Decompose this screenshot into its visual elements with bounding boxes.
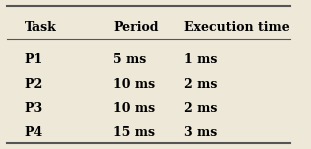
Text: 15 ms: 15 ms — [113, 126, 155, 139]
Text: P1: P1 — [25, 53, 43, 66]
Text: 3 ms: 3 ms — [184, 126, 217, 139]
Text: 10 ms: 10 ms — [113, 102, 155, 115]
Text: Execution time: Execution time — [184, 21, 290, 34]
Text: 2 ms: 2 ms — [184, 102, 217, 115]
Text: P2: P2 — [25, 77, 43, 90]
Text: 10 ms: 10 ms — [113, 77, 155, 90]
Text: 5 ms: 5 ms — [113, 53, 146, 66]
Text: Task: Task — [25, 21, 57, 34]
Text: 1 ms: 1 ms — [184, 53, 217, 66]
Text: P3: P3 — [25, 102, 43, 115]
Text: P4: P4 — [25, 126, 43, 139]
Text: 2 ms: 2 ms — [184, 77, 217, 90]
Text: Period: Period — [113, 21, 159, 34]
